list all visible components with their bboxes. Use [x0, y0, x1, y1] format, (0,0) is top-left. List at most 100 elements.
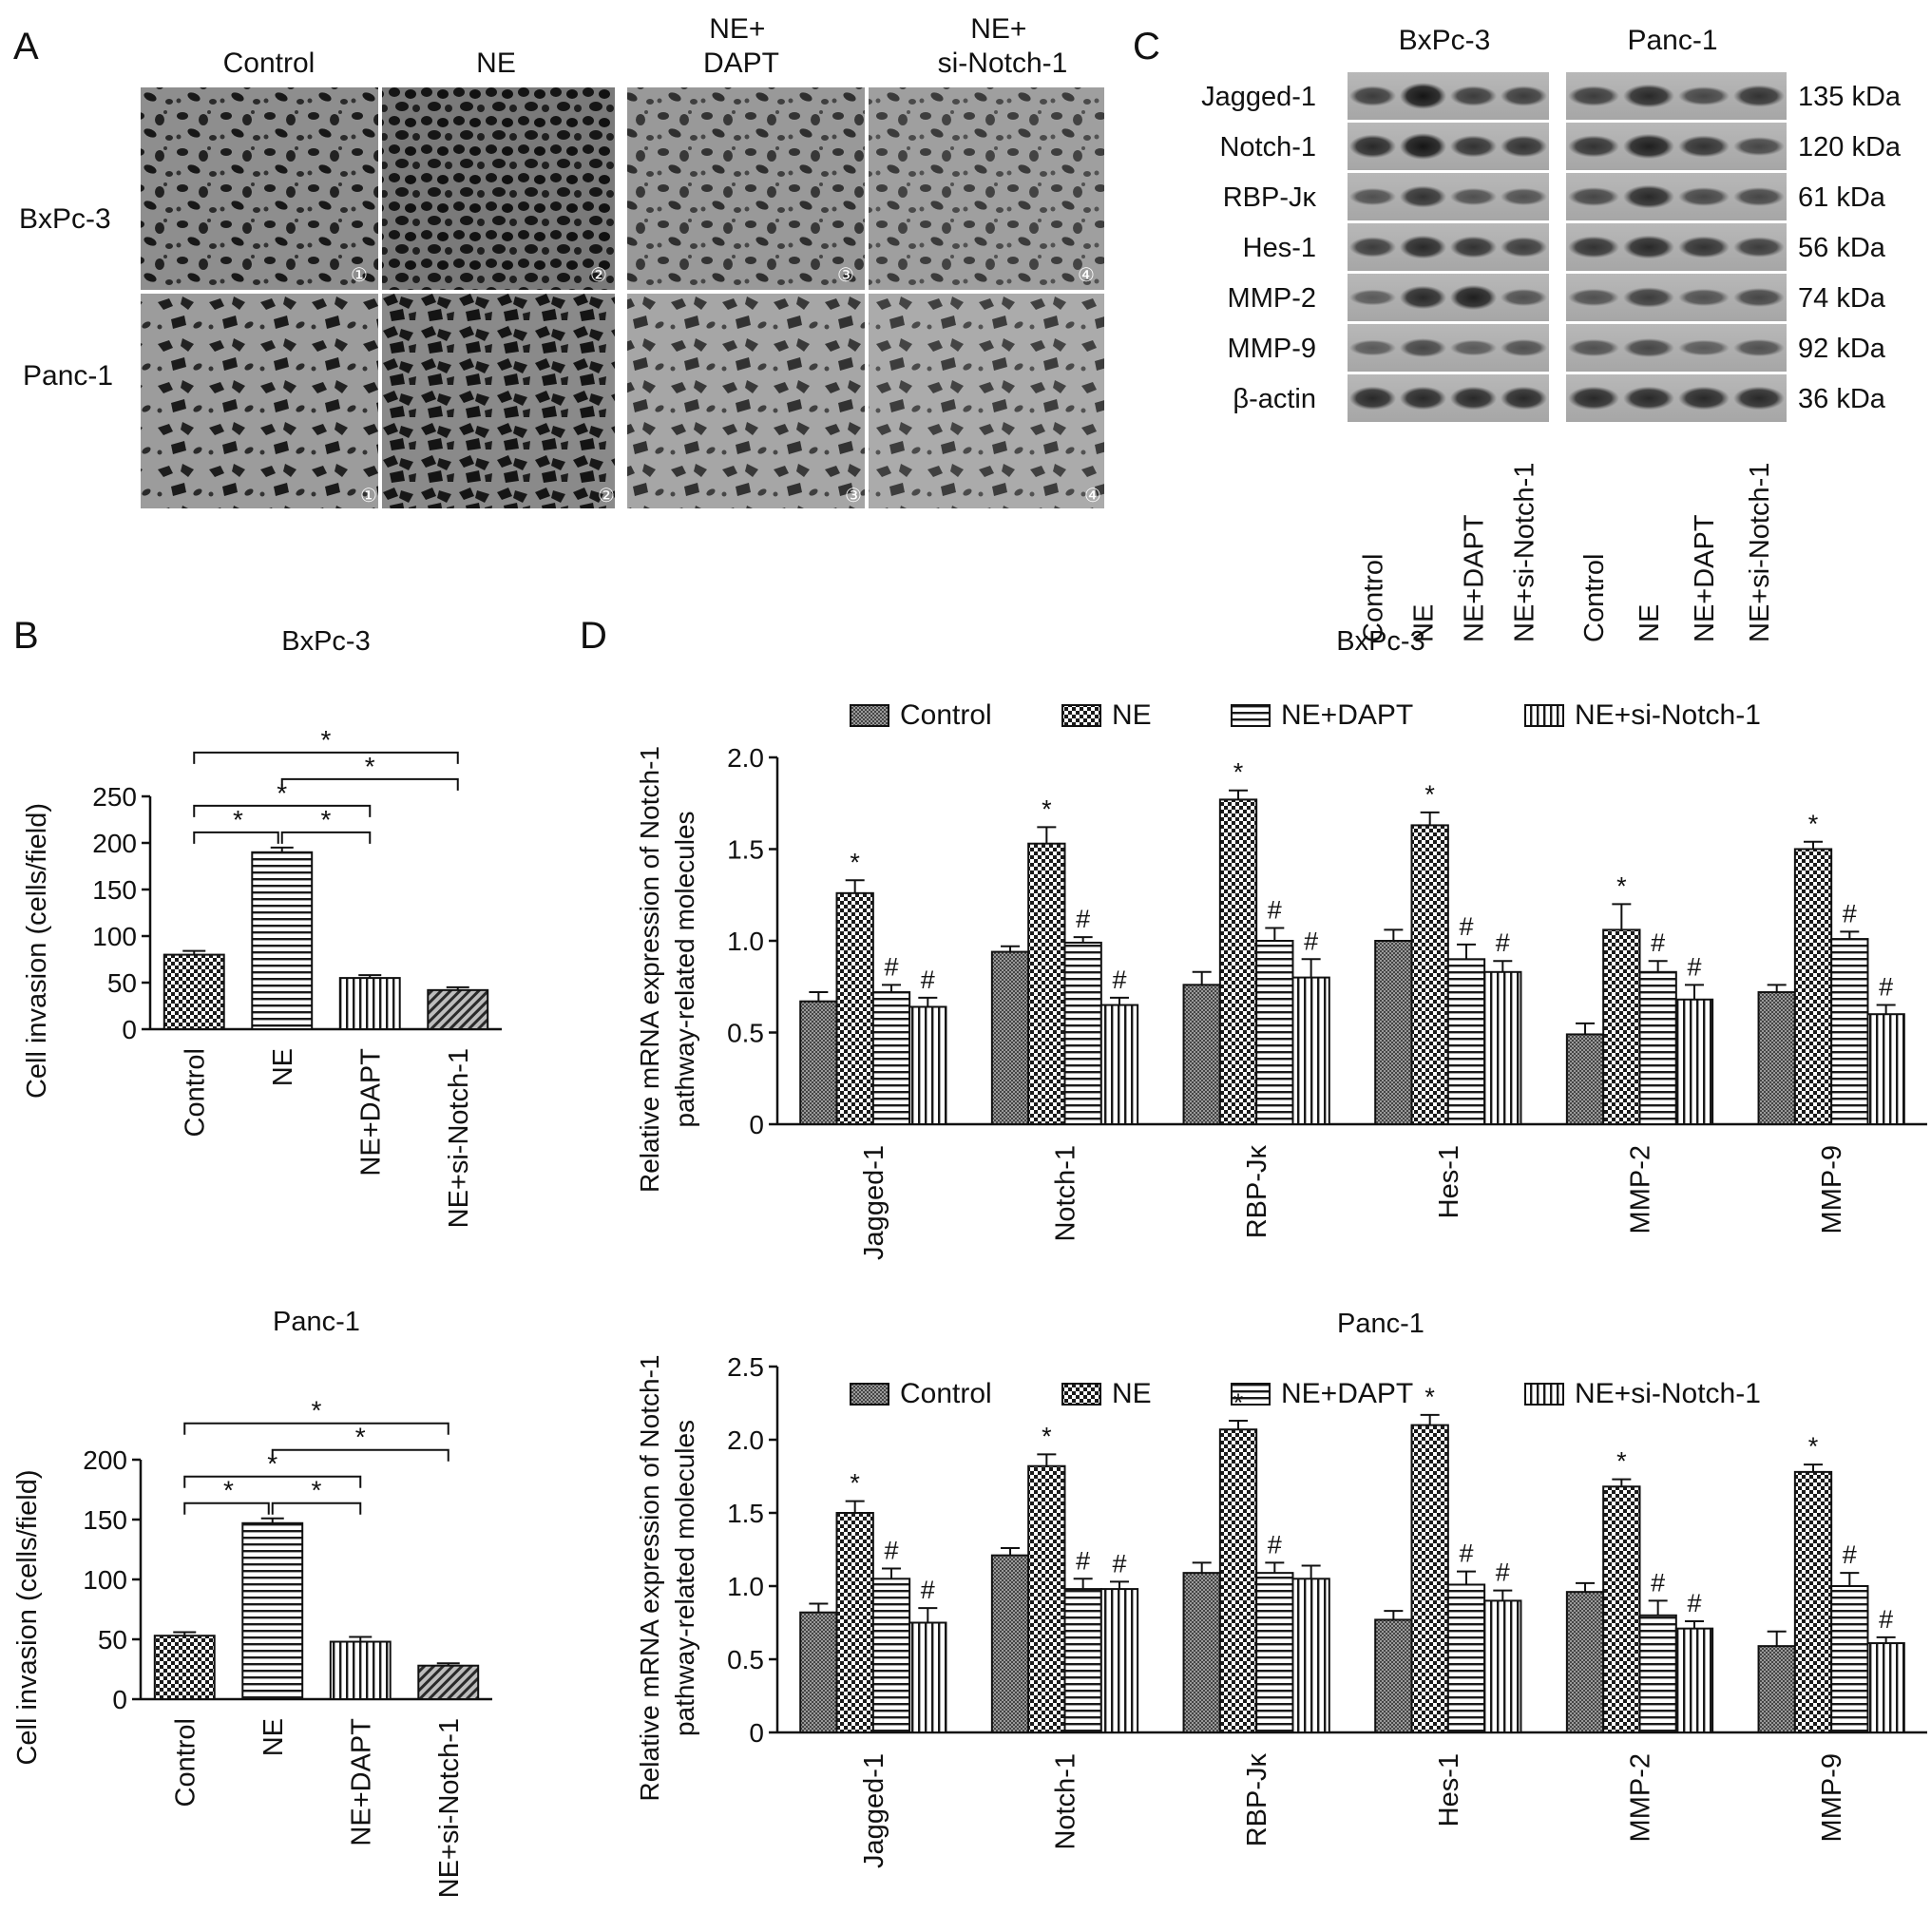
y-tick-label: 2.0: [727, 1425, 764, 1455]
panel-letter-d: D: [580, 615, 607, 657]
y-tick-label: 1.5: [727, 835, 764, 865]
row-label-panc-1: Panc-1: [23, 360, 113, 392]
blot-band: [1568, 86, 1619, 106]
y-tick-label: 0.5: [727, 1645, 764, 1674]
x-tick-label: Hes-1: [1434, 1145, 1464, 1218]
legend-label: NE+DAPT: [1281, 699, 1413, 731]
micrograph-bxpc3-ne-si-notch-1: [869, 87, 1104, 290]
blot-band: [1623, 338, 1674, 357]
significance-bracket: [271, 1502, 362, 1515]
blot-band: [1733, 338, 1785, 357]
image-number: ②: [590, 265, 607, 286]
significance-mark: #: [1268, 1530, 1282, 1559]
blot-band: [1500, 386, 1548, 411]
blot-band: [1399, 386, 1447, 411]
column-header-ne: NE: [476, 48, 516, 79]
bar: [417, 1664, 480, 1700]
bar: [990, 950, 1030, 1126]
bar: [153, 1635, 216, 1700]
bar: [1255, 1572, 1294, 1734]
micrograph-panc1-ne: [382, 294, 615, 508]
significance-star: *: [312, 1476, 322, 1505]
chart-panc1-invasion: Panc-1 0 50 100 150 200 Cell invasion (cells/f…: [12, 1307, 492, 1898]
blot-band: [1568, 386, 1619, 411]
bar: [1410, 824, 1449, 1125]
blot-band: [1449, 339, 1498, 356]
blot-lane-label: NE: [1635, 604, 1665, 642]
significance-mark: #: [1112, 1549, 1126, 1578]
blot-size-label: 61 kDa: [1798, 182, 1886, 213]
blot-band: [1348, 386, 1397, 411]
panel-a: A Control NE NE+ DAPT NE+ si-Notch-1 BxP…: [13, 13, 1104, 508]
micrograph-bxpc3-control: [141, 87, 378, 290]
blot-band: [1568, 135, 1619, 158]
blot-band: [1449, 187, 1498, 206]
y-tick-label: 0: [112, 1685, 127, 1714]
blot-band: [1348, 187, 1397, 206]
legend-label: NE: [1112, 699, 1152, 731]
bar: [1638, 1614, 1677, 1734]
bar: [1483, 970, 1522, 1125]
bar: [1099, 1004, 1139, 1126]
bar: [1182, 984, 1221, 1125]
y-tick-label: 2.0: [727, 743, 764, 773]
y-tick-label: 250: [92, 782, 137, 812]
bar: [1674, 1627, 1714, 1734]
blot-protein-label: β-actin: [1233, 384, 1316, 414]
blot-lane-label: NE+DAPT: [1460, 514, 1490, 642]
blot-band: [1678, 135, 1730, 158]
blot-band: [1678, 386, 1730, 411]
blot-band: [1678, 187, 1730, 206]
bar: [799, 1000, 838, 1125]
bar: [1565, 1033, 1605, 1126]
blot-band: [1678, 339, 1730, 356]
blot-band: [1399, 338, 1447, 357]
bar: [871, 991, 911, 1126]
significance-mark: *: [1616, 871, 1627, 900]
bar: [1602, 928, 1641, 1125]
blot-protein-label: Hes-1: [1243, 233, 1316, 263]
bar: [163, 953, 225, 1030]
significance-mark: #: [1651, 1568, 1665, 1597]
x-tick-label: MMP-2: [1626, 1145, 1656, 1234]
x-tick-label: Control: [170, 1718, 201, 1808]
blot-band: [1500, 338, 1548, 357]
image-number: ①: [351, 265, 368, 286]
image-number: ②: [598, 486, 615, 507]
blot-band: [1399, 285, 1447, 310]
bar: [1218, 798, 1258, 1125]
legend-swatch: [1524, 1383, 1564, 1406]
chart-title: Panc-1: [1337, 1309, 1424, 1339]
blot-band: [1733, 386, 1785, 411]
bar: [338, 977, 401, 1030]
blot-band: [1399, 133, 1447, 160]
panel-letter-c: C: [1133, 26, 1160, 67]
y-tick-label: 0: [749, 1110, 764, 1139]
y-tick-label: 0: [749, 1718, 764, 1748]
x-tick-label: NE: [258, 1718, 289, 1756]
x-tick-label: Notch-1: [1051, 1753, 1081, 1850]
y-tick-label: 100: [92, 922, 137, 951]
blot-band: [1348, 134, 1397, 159]
legend-swatch: [1231, 704, 1271, 727]
bar: [1099, 1588, 1139, 1733]
significance-mark: #: [1687, 1589, 1701, 1617]
legend-label: NE+si-Notch-1: [1575, 1378, 1761, 1409]
significance-mark: #: [1459, 912, 1473, 941]
bar: [1793, 848, 1833, 1125]
blot-band: [1568, 338, 1619, 357]
blot-lane-label: NE+si-Notch-1: [1745, 463, 1775, 642]
blot-band: [1449, 386, 1498, 411]
bar: [1446, 958, 1486, 1125]
significance-mark: *: [1808, 810, 1819, 838]
y-tick-label: 1.0: [727, 1572, 764, 1601]
bar: [1291, 1578, 1330, 1734]
blot-size-label: 56 kDa: [1798, 233, 1886, 263]
bar: [1830, 1585, 1869, 1733]
blot-band: [1623, 235, 1674, 259]
x-tick-label: MMP-9: [1817, 1753, 1847, 1842]
significance-star: *: [233, 805, 243, 834]
significance-bracket: [183, 1422, 449, 1435]
y-tick-label: 150: [83, 1505, 127, 1535]
legend-swatch: [1061, 704, 1101, 727]
